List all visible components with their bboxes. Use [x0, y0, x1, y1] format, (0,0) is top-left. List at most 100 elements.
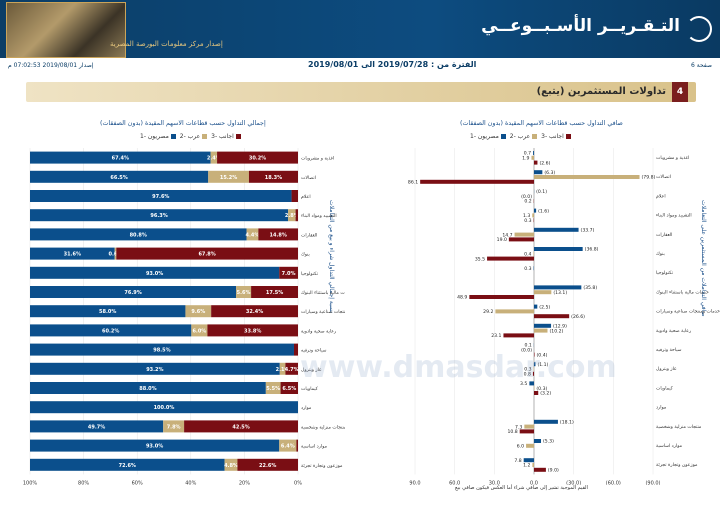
category-label: موارد — [656, 406, 667, 411]
x-tick-label: 0% — [294, 480, 302, 485]
bar-value-label: 31.6% — [64, 252, 81, 258]
bar-segment — [30, 401, 298, 414]
bar — [534, 170, 543, 175]
bar-value-label: (5.3) — [543, 439, 554, 445]
bar-value-label: 6.4% — [281, 444, 295, 450]
bar-value-label: 18.3% — [265, 175, 282, 181]
bar-segment — [30, 209, 289, 222]
bar-value-label: 0.3 — [524, 266, 531, 272]
bar-value-label: (18.1) — [560, 420, 574, 426]
bar-value-label: (0.3) — [536, 386, 547, 392]
bar-value-label: (0.0) — [521, 194, 532, 200]
bar-value-label: (0.4) — [537, 352, 548, 358]
bar-segment — [291, 190, 298, 202]
bar — [532, 371, 534, 376]
x-tick-label: 90.0 — [409, 480, 420, 485]
category-label: رعاية صحية وادوية — [301, 329, 336, 334]
banner-subtitle: إصدار مركز معلومات البورصة المصرية — [110, 40, 223, 48]
section-header: 4 تداولات المستثمرين (يتبع) — [26, 82, 696, 102]
bar — [524, 424, 534, 429]
bar — [534, 328, 548, 333]
bar-value-label: 7.3 — [515, 424, 522, 430]
bar — [534, 227, 579, 232]
bar-segment — [237, 458, 298, 471]
bar-segment — [251, 286, 298, 298]
category-label: موزعون وتجارة تجزئة — [656, 463, 698, 468]
bar-value-label: 32.4% — [246, 309, 263, 315]
bar-value-label: 14.8% — [269, 232, 286, 238]
bar — [420, 179, 534, 184]
bar-segment — [30, 420, 164, 433]
bar — [503, 333, 534, 338]
bar-value-label: (6.3) — [544, 170, 555, 176]
bar — [526, 443, 534, 448]
bar-value-label: 30.2% — [249, 156, 266, 162]
bar-segment — [236, 286, 252, 298]
x-tick-label: 80% — [78, 480, 89, 485]
bar-value-label: 97.6% — [152, 194, 169, 200]
report-title: التـقـريــر الأسـبــوعــي — [481, 16, 680, 36]
bar-value-label: 1.9 — [522, 156, 529, 162]
bar-segment — [185, 305, 212, 318]
bar-value-label: 98.5% — [153, 348, 170, 354]
legend-egyptian-label: مصريون -1 — [140, 133, 169, 140]
bar-value-label: 33.8% — [244, 328, 261, 334]
right-chart-title: صافي التداول حسب قطاعات الاسهم المقيدة (… — [460, 120, 623, 127]
legend-swatch-egyptian — [500, 134, 506, 139]
bar-segment — [114, 247, 117, 260]
issue-timestamp: إصدار 2019/08/01 07:02:53 م — [8, 62, 94, 69]
category-label: موزعون وتجارة تجزئة — [301, 464, 343, 469]
bar-value-label: 7.8% — [167, 424, 181, 430]
bar — [534, 208, 537, 213]
chart-footnote: القيم الموجبة تشير إلى صافي شراء أما الع… — [455, 485, 588, 491]
bar — [532, 463, 534, 467]
bar-segment — [30, 305, 186, 318]
bar-segment — [280, 382, 298, 394]
x-tick-label: (60.0) — [606, 480, 621, 485]
bar-value-label: (10.2) — [549, 328, 563, 334]
category-label: خدمات ومنتجات صناعية وسيارات — [656, 310, 720, 315]
bar-segment — [30, 190, 292, 202]
category-label: اعلام — [301, 195, 311, 200]
category-label: منتجات منزلية وشخصية — [301, 425, 345, 430]
bar-value-label: 86.1 — [408, 180, 418, 186]
bar-value-label: 14.7 — [502, 232, 512, 238]
bar-segment — [184, 420, 298, 433]
bar-value-label: 58.0% — [99, 309, 116, 315]
bar-value-label: (1.6) — [538, 208, 549, 214]
bar — [534, 247, 583, 251]
bar-value-label: 15.2% — [220, 175, 237, 181]
category-label: اغذية و مشروبات — [301, 157, 334, 162]
bar-segment — [246, 228, 259, 241]
bar — [534, 362, 536, 367]
bar-value-label: 49.7% — [88, 424, 105, 430]
category-label: بنوك — [301, 253, 310, 258]
bar-value-label: 7.0% — [282, 271, 296, 277]
bar-segment — [116, 247, 299, 260]
x-tick-label: 60.0 — [449, 480, 460, 485]
banner-photo — [6, 2, 126, 58]
bar-segment — [296, 439, 298, 452]
left-chart-title: إجمالي التداول حسب قطاعات الاسهم المقيدة… — [100, 120, 266, 127]
legend-foreign-label: اجانب -3 — [211, 133, 234, 140]
bar-value-label: 0.8 — [524, 372, 531, 378]
bar-segment — [217, 151, 298, 164]
bar-segment — [191, 324, 208, 337]
category-label: خدمات ومنتجات صناعية وسيارات — [301, 310, 345, 315]
bar-value-label: (2.5) — [539, 304, 550, 310]
category-label: رعاية صحية وادوية — [656, 329, 691, 334]
x-tick-label: 0.0 — [530, 480, 538, 485]
bar — [514, 232, 534, 237]
bar-value-label: (1.1) — [537, 362, 548, 368]
legend-arab-label: عرب -2 — [179, 133, 201, 140]
category-label: موارد اساسية — [656, 444, 683, 449]
bar-value-label: 76.9% — [124, 290, 141, 296]
page-number: صفحة 6 — [691, 62, 712, 69]
bar-value-label: 72.6% — [119, 463, 136, 469]
bar-value-label: (0.0) — [521, 348, 532, 354]
legend-swatch-foreign — [565, 134, 571, 139]
bar-segment — [30, 247, 115, 260]
bar — [469, 295, 534, 299]
bar-value-label: 2.1% — [276, 367, 290, 373]
bar-segment — [30, 458, 225, 471]
